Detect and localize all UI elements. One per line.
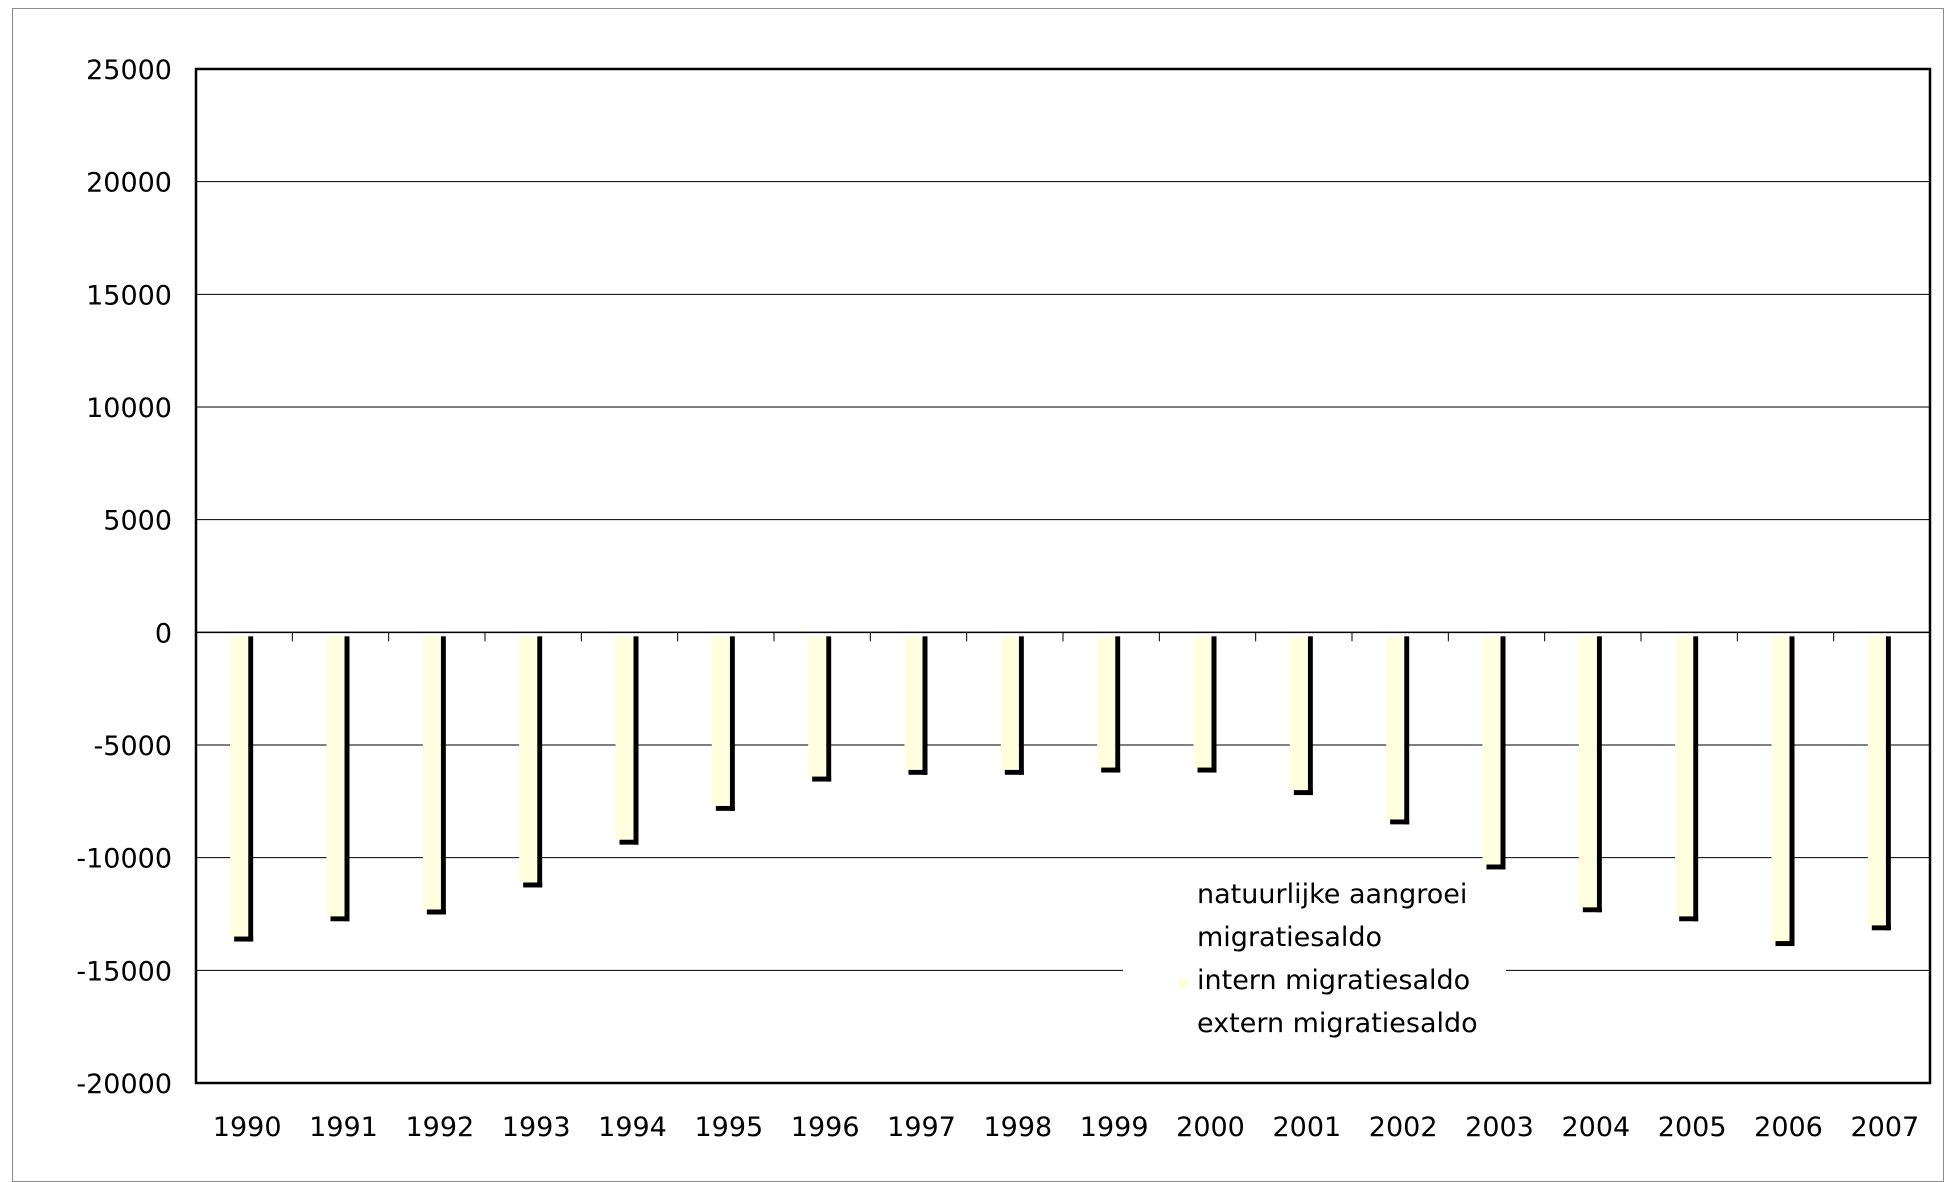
x-tick-label: 2001 xyxy=(1272,1112,1341,1143)
x-tick-label: 1996 xyxy=(791,1112,860,1143)
bar-shadow xyxy=(1582,907,1602,913)
y-tick-label: 15000 xyxy=(86,280,172,311)
bar xyxy=(1771,636,1790,942)
bar-shadow xyxy=(330,916,350,922)
bar-shadow xyxy=(234,936,254,942)
x-tick-label: 1992 xyxy=(405,1112,474,1143)
x-tick-label: 1994 xyxy=(598,1112,667,1143)
bar-shadow xyxy=(1211,636,1217,773)
y-tick-label: -15000 xyxy=(76,956,172,987)
bar-shadow xyxy=(1679,916,1699,922)
bar-shadow xyxy=(1404,636,1410,825)
bar-shadow xyxy=(812,776,832,782)
x-tick-label: 2004 xyxy=(1561,1112,1630,1143)
bar-shadow xyxy=(922,636,928,775)
bar-shadow xyxy=(729,636,735,811)
x-tick-label: 2002 xyxy=(1369,1112,1438,1143)
legend-box xyxy=(1123,875,1506,1045)
bar-shadow xyxy=(248,636,254,942)
bar-shadow xyxy=(1293,790,1313,796)
bar-shadow xyxy=(1004,769,1024,775)
x-tick-label: 1998 xyxy=(983,1112,1052,1143)
bar-shadow xyxy=(1885,636,1891,931)
legend-swatch xyxy=(1177,935,1187,945)
legend-swatch xyxy=(1177,978,1187,988)
x-tick-label: 1991 xyxy=(309,1112,378,1143)
bar-shadow xyxy=(1693,636,1699,922)
bar xyxy=(422,636,441,910)
bar xyxy=(808,636,827,777)
bar-shadow xyxy=(426,909,446,915)
y-tick-label: -10000 xyxy=(76,844,172,875)
y-tick-label: -20000 xyxy=(76,1069,172,1100)
y-tick-label: 10000 xyxy=(86,393,172,424)
y-tick-label: 25000 xyxy=(86,55,172,86)
bar-shadow xyxy=(1500,636,1506,870)
bar-shadow xyxy=(1789,636,1795,947)
bar-shadow xyxy=(908,769,928,775)
bar xyxy=(711,636,730,806)
bar-shadow xyxy=(344,636,350,922)
y-tick-label: 5000 xyxy=(103,506,172,537)
legend-swatch xyxy=(1177,892,1187,902)
bar-shadow xyxy=(1390,819,1410,825)
bar xyxy=(519,636,538,883)
bar-shadow xyxy=(1018,636,1024,775)
x-tick-label: 2006 xyxy=(1754,1112,1823,1143)
bar xyxy=(1386,636,1405,820)
bar-shadow xyxy=(715,805,735,811)
bar-shadow xyxy=(1307,636,1313,796)
bar-shadow xyxy=(1115,636,1121,773)
x-tick-label: 1995 xyxy=(694,1112,763,1143)
x-tick-label: 2005 xyxy=(1658,1112,1727,1143)
x-tick-label: 1993 xyxy=(502,1112,571,1143)
bar-shadow xyxy=(537,636,543,888)
bar xyxy=(230,636,249,937)
bar xyxy=(1578,636,1597,908)
x-tick-label: 2003 xyxy=(1465,1112,1534,1143)
legend-entry: extern migratiesaldo xyxy=(1197,1008,1478,1039)
bar xyxy=(904,636,923,770)
bar-shadow xyxy=(1596,636,1602,913)
legend-entry: intern migratiesaldo xyxy=(1197,965,1470,996)
x-tick-label: 1990 xyxy=(213,1112,282,1143)
bar-shadow xyxy=(440,636,446,915)
bar xyxy=(1482,636,1501,865)
bar-shadow xyxy=(523,882,543,888)
bar-shadow xyxy=(1775,941,1795,947)
y-tick-label: -5000 xyxy=(94,731,172,762)
plot-area xyxy=(194,67,1932,1085)
bar xyxy=(1867,636,1886,926)
y-tick-label: 0 xyxy=(155,618,172,649)
x-tick-label: 1999 xyxy=(1080,1112,1149,1143)
bar-shadow xyxy=(1101,767,1121,773)
x-tick-label: 2007 xyxy=(1850,1112,1919,1143)
bar xyxy=(1675,636,1694,917)
y-tick-label: 20000 xyxy=(86,168,172,199)
bar-shadow xyxy=(826,636,832,782)
bar xyxy=(1097,636,1116,768)
bar xyxy=(615,636,634,840)
bar xyxy=(1289,636,1308,791)
bar xyxy=(1000,636,1019,770)
bar-shadow xyxy=(1871,925,1891,931)
bar xyxy=(326,636,345,917)
legend-swatch xyxy=(1177,1021,1187,1031)
x-tick-label: 2000 xyxy=(1176,1112,1245,1143)
x-tick-label: 1997 xyxy=(887,1112,956,1143)
bar-shadow xyxy=(633,636,639,845)
bar-shadow xyxy=(1197,767,1217,773)
bar-shadow xyxy=(1486,864,1506,870)
bar-shadow xyxy=(619,839,639,845)
legend-entry: natuurlijke aangroei xyxy=(1197,879,1467,910)
bar xyxy=(1193,636,1212,768)
legend-entry: migratiesaldo xyxy=(1197,922,1382,953)
